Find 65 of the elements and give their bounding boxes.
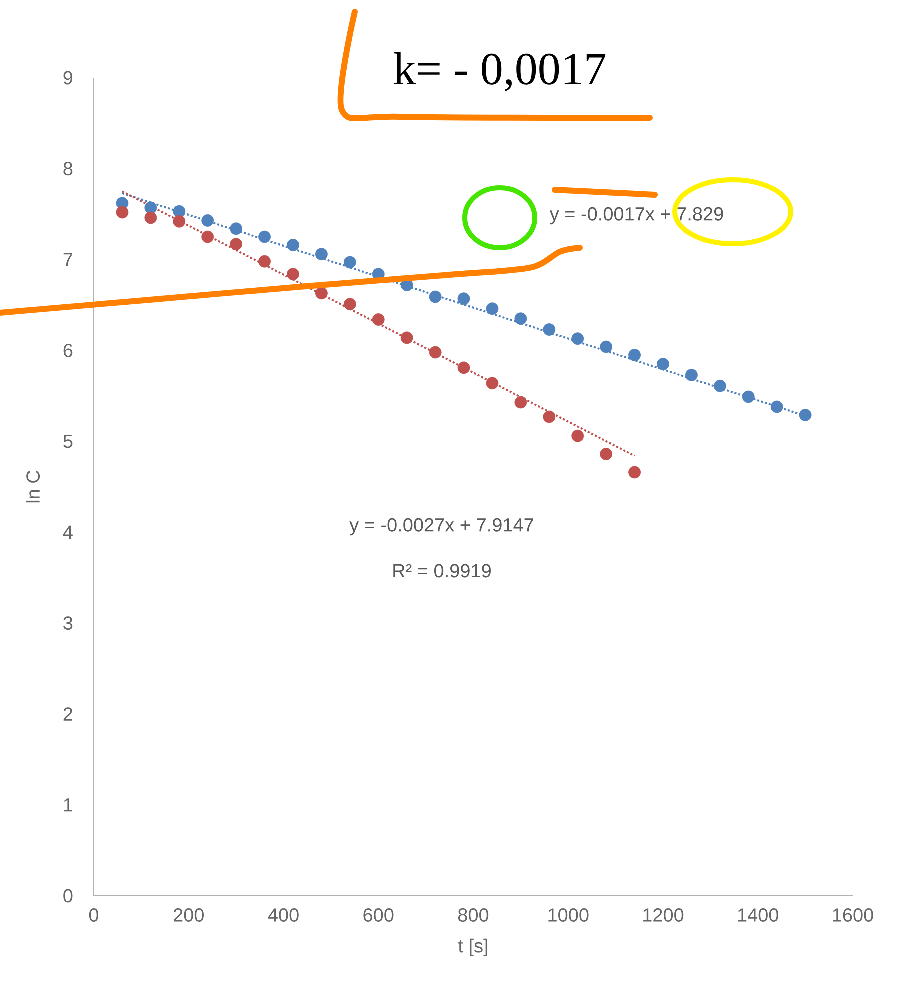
y-tick-label: 8 <box>64 162 73 176</box>
point <box>486 302 499 316</box>
y-axis-title: ln C <box>26 470 40 503</box>
point <box>316 287 328 300</box>
point <box>344 256 356 269</box>
x-tick-label: 1400 <box>738 908 778 922</box>
point <box>458 362 470 374</box>
x-axis-title: t [s] <box>458 938 488 957</box>
x-tick-label: 0 <box>89 908 99 922</box>
point <box>600 448 613 460</box>
x-tick-label: 400 <box>268 908 299 922</box>
point <box>770 400 784 414</box>
y-tick-label: 7 <box>64 253 73 266</box>
y-tick-label: 6 <box>64 344 73 358</box>
point <box>628 349 641 362</box>
point <box>429 346 442 359</box>
point <box>144 212 158 224</box>
point <box>514 396 528 409</box>
point <box>344 298 356 311</box>
y-tick-label: 1 <box>64 798 73 812</box>
point <box>714 380 726 392</box>
point <box>316 248 328 261</box>
x-tick-label: 1000 <box>548 908 589 922</box>
x-tick-label: 1600 <box>833 908 874 922</box>
annotation: y = -0.0017x + 7.829 <box>550 207 724 225</box>
point <box>686 369 698 382</box>
annotation: R² = 0.9919 <box>394 564 491 578</box>
point <box>173 215 186 228</box>
x-tick-label: 200 <box>174 908 204 922</box>
point <box>429 290 442 304</box>
point <box>600 340 613 354</box>
point <box>258 230 271 244</box>
point <box>258 255 271 268</box>
point <box>287 268 300 281</box>
y-tick-label: 3 <box>64 616 73 630</box>
point <box>202 214 214 227</box>
y-tick-label: 0 <box>64 889 73 903</box>
point <box>287 239 300 252</box>
point <box>543 410 556 424</box>
point <box>173 205 186 218</box>
point <box>799 409 812 422</box>
point <box>372 314 385 326</box>
x-tick-label: 800 <box>458 908 489 922</box>
point <box>202 230 214 244</box>
point <box>230 222 243 236</box>
point <box>543 324 556 336</box>
x-tick-label: 600 <box>364 908 394 922</box>
point <box>742 390 755 404</box>
y-tick-label: 5 <box>64 434 73 448</box>
x-tick-label: 1200 <box>644 908 684 922</box>
y-tick-label: 2 <box>64 708 73 721</box>
point <box>400 332 414 344</box>
point <box>514 312 528 326</box>
y-tick-label: 4 <box>63 526 73 539</box>
y-tick-label: 9 <box>64 71 73 85</box>
annotation: y = -0.0027x + 7.9147 <box>350 518 534 536</box>
point <box>628 466 641 479</box>
point <box>458 292 470 306</box>
annotation: k= - 0,0017 <box>394 52 606 92</box>
point <box>657 358 670 371</box>
point <box>486 377 499 390</box>
point <box>116 206 129 219</box>
point <box>572 430 584 442</box>
point <box>230 238 243 251</box>
point <box>572 332 584 346</box>
